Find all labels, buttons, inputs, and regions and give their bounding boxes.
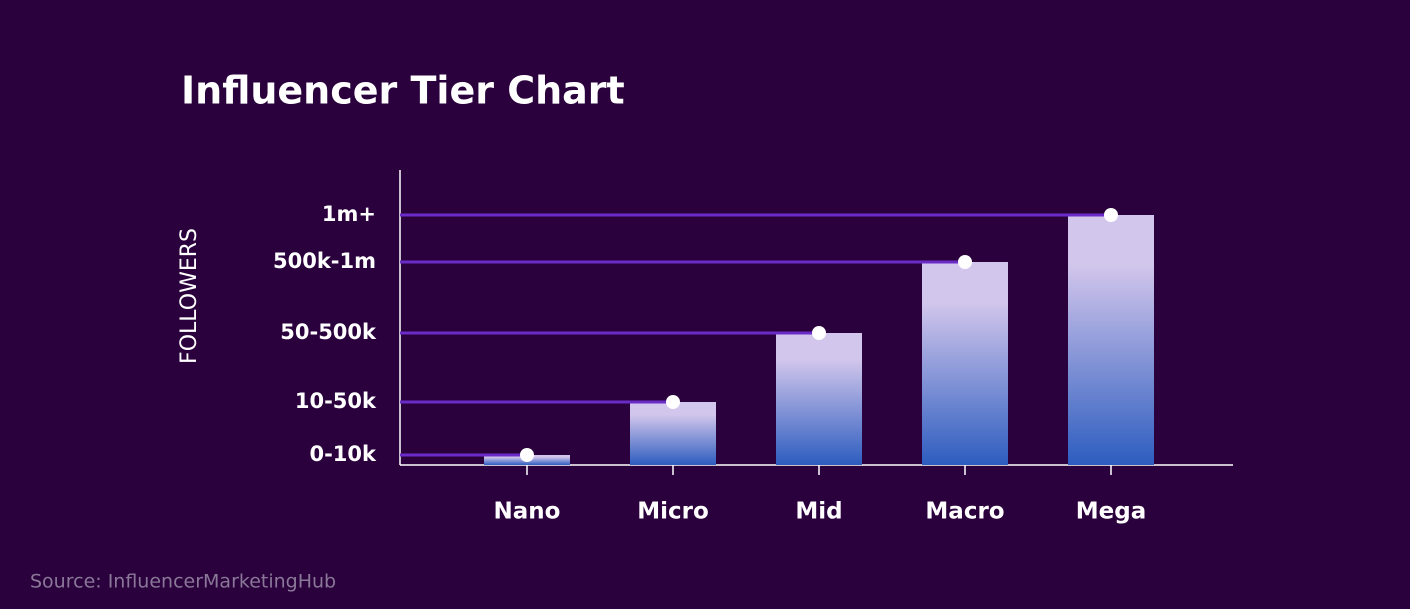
bar: [776, 333, 862, 465]
point: [812, 326, 826, 340]
y-tick-label: 50-500k: [280, 320, 377, 344]
x-tick-label: Mid: [795, 499, 842, 525]
bar: [1068, 215, 1154, 465]
bar: [630, 402, 716, 465]
point: [520, 448, 534, 462]
source: Source: InfluencerMarketingHub: [30, 571, 336, 593]
x-tick-label: Nano: [494, 499, 561, 525]
y-tick-label: 1m+: [322, 202, 376, 226]
x-tick-label: Micro: [637, 499, 709, 525]
x-tick-label: Macro: [925, 499, 1004, 525]
y-tick-label: 0-10k: [309, 442, 377, 466]
bar: [922, 262, 1008, 465]
chart-title: Influencer Tier Chart: [181, 69, 625, 113]
y-tick-label: 10-50k: [295, 389, 377, 413]
y-tick-label: 500k-1m: [273, 249, 376, 273]
point: [1104, 208, 1118, 222]
y-axis-label: FOLLOWERS: [177, 228, 202, 364]
point: [958, 255, 972, 269]
x-tick-label: Mega: [1076, 499, 1146, 525]
point: [666, 395, 680, 409]
